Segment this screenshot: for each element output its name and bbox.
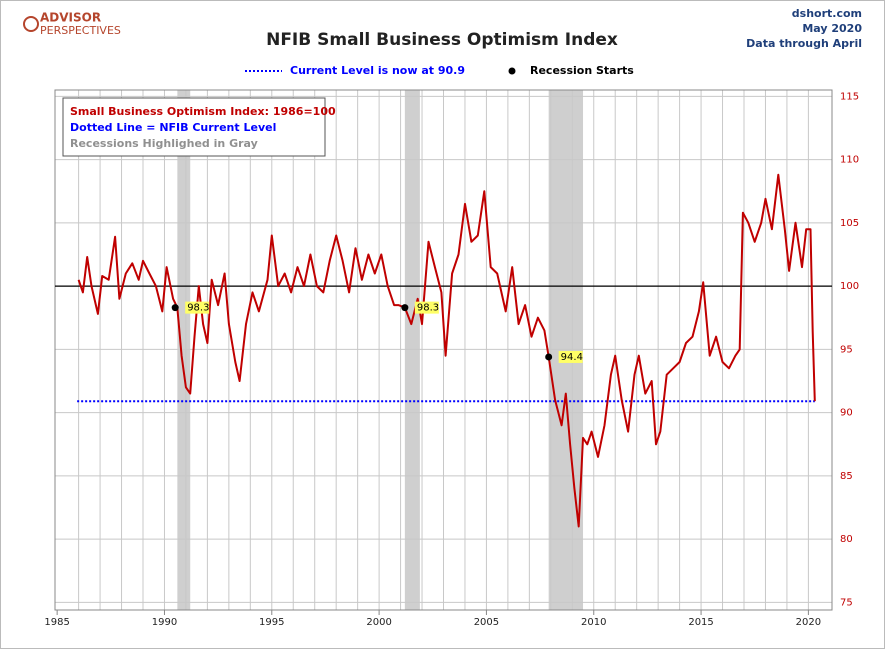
x-tick-label: 1990 xyxy=(152,617,177,628)
y-tick-label: 75 xyxy=(840,597,853,608)
y-tick-label: 100 xyxy=(840,281,859,292)
recession-band xyxy=(404,90,420,610)
label-bg xyxy=(414,301,439,314)
plot-border xyxy=(54,89,833,611)
legend-label: Recession Starts xyxy=(530,64,634,77)
y-tick-label: 110 xyxy=(840,155,859,166)
legend-label: Current Level is now at 90.9 xyxy=(290,64,465,77)
logo: ADVISOR xyxy=(40,11,101,25)
recession-band xyxy=(548,90,584,610)
x-tick-label: 1995 xyxy=(259,617,284,628)
source: May 2020 xyxy=(802,22,862,35)
recession-start xyxy=(171,304,179,312)
plot: 75 80 85 90 95 100 105 110 115 1985 1990 1995 2000 20… xyxy=(44,89,859,628)
x-tick-label: 1985 xyxy=(44,617,69,628)
x-tick-label: 2010 xyxy=(581,617,606,628)
data-label: 94.4 xyxy=(561,352,583,363)
y-tick-label: 95 xyxy=(840,344,853,355)
y-tick-label: 90 xyxy=(840,408,853,419)
label-bg xyxy=(558,350,583,363)
legend-swatch xyxy=(508,67,516,75)
y-tick-label: 105 xyxy=(840,218,859,229)
note: Small Business Optimism Index: 1986=100 xyxy=(70,105,336,118)
source: Data through April xyxy=(746,37,862,50)
chart-title: NFIB Small Business Optimism Index xyxy=(266,30,618,50)
series-line xyxy=(77,173,816,528)
notes-box xyxy=(62,97,326,157)
y-tick-label: 80 xyxy=(840,534,853,545)
label-bg xyxy=(185,301,210,314)
data-label: 98.3 xyxy=(187,303,209,314)
data-label: 98.3 xyxy=(417,303,439,314)
logo: PERSPECTIVES xyxy=(40,24,121,37)
x-tick-label: 2000 xyxy=(366,617,391,628)
note: Recessions Highlighed in Gray xyxy=(70,137,258,150)
source: dshort.com xyxy=(792,7,862,20)
recession-band xyxy=(177,90,191,610)
x-tick-label: 2005 xyxy=(474,617,499,628)
note: Dotted Line = NFIB Current Level xyxy=(70,121,276,134)
y-tick-label: 115 xyxy=(840,91,859,102)
recession-start xyxy=(545,353,553,361)
x-tick-label: 2015 xyxy=(688,617,713,628)
y-tick-label: 85 xyxy=(840,471,853,482)
recession-start xyxy=(401,304,409,312)
logo-icon xyxy=(23,16,39,32)
x-tick-label: 2020 xyxy=(796,617,821,628)
